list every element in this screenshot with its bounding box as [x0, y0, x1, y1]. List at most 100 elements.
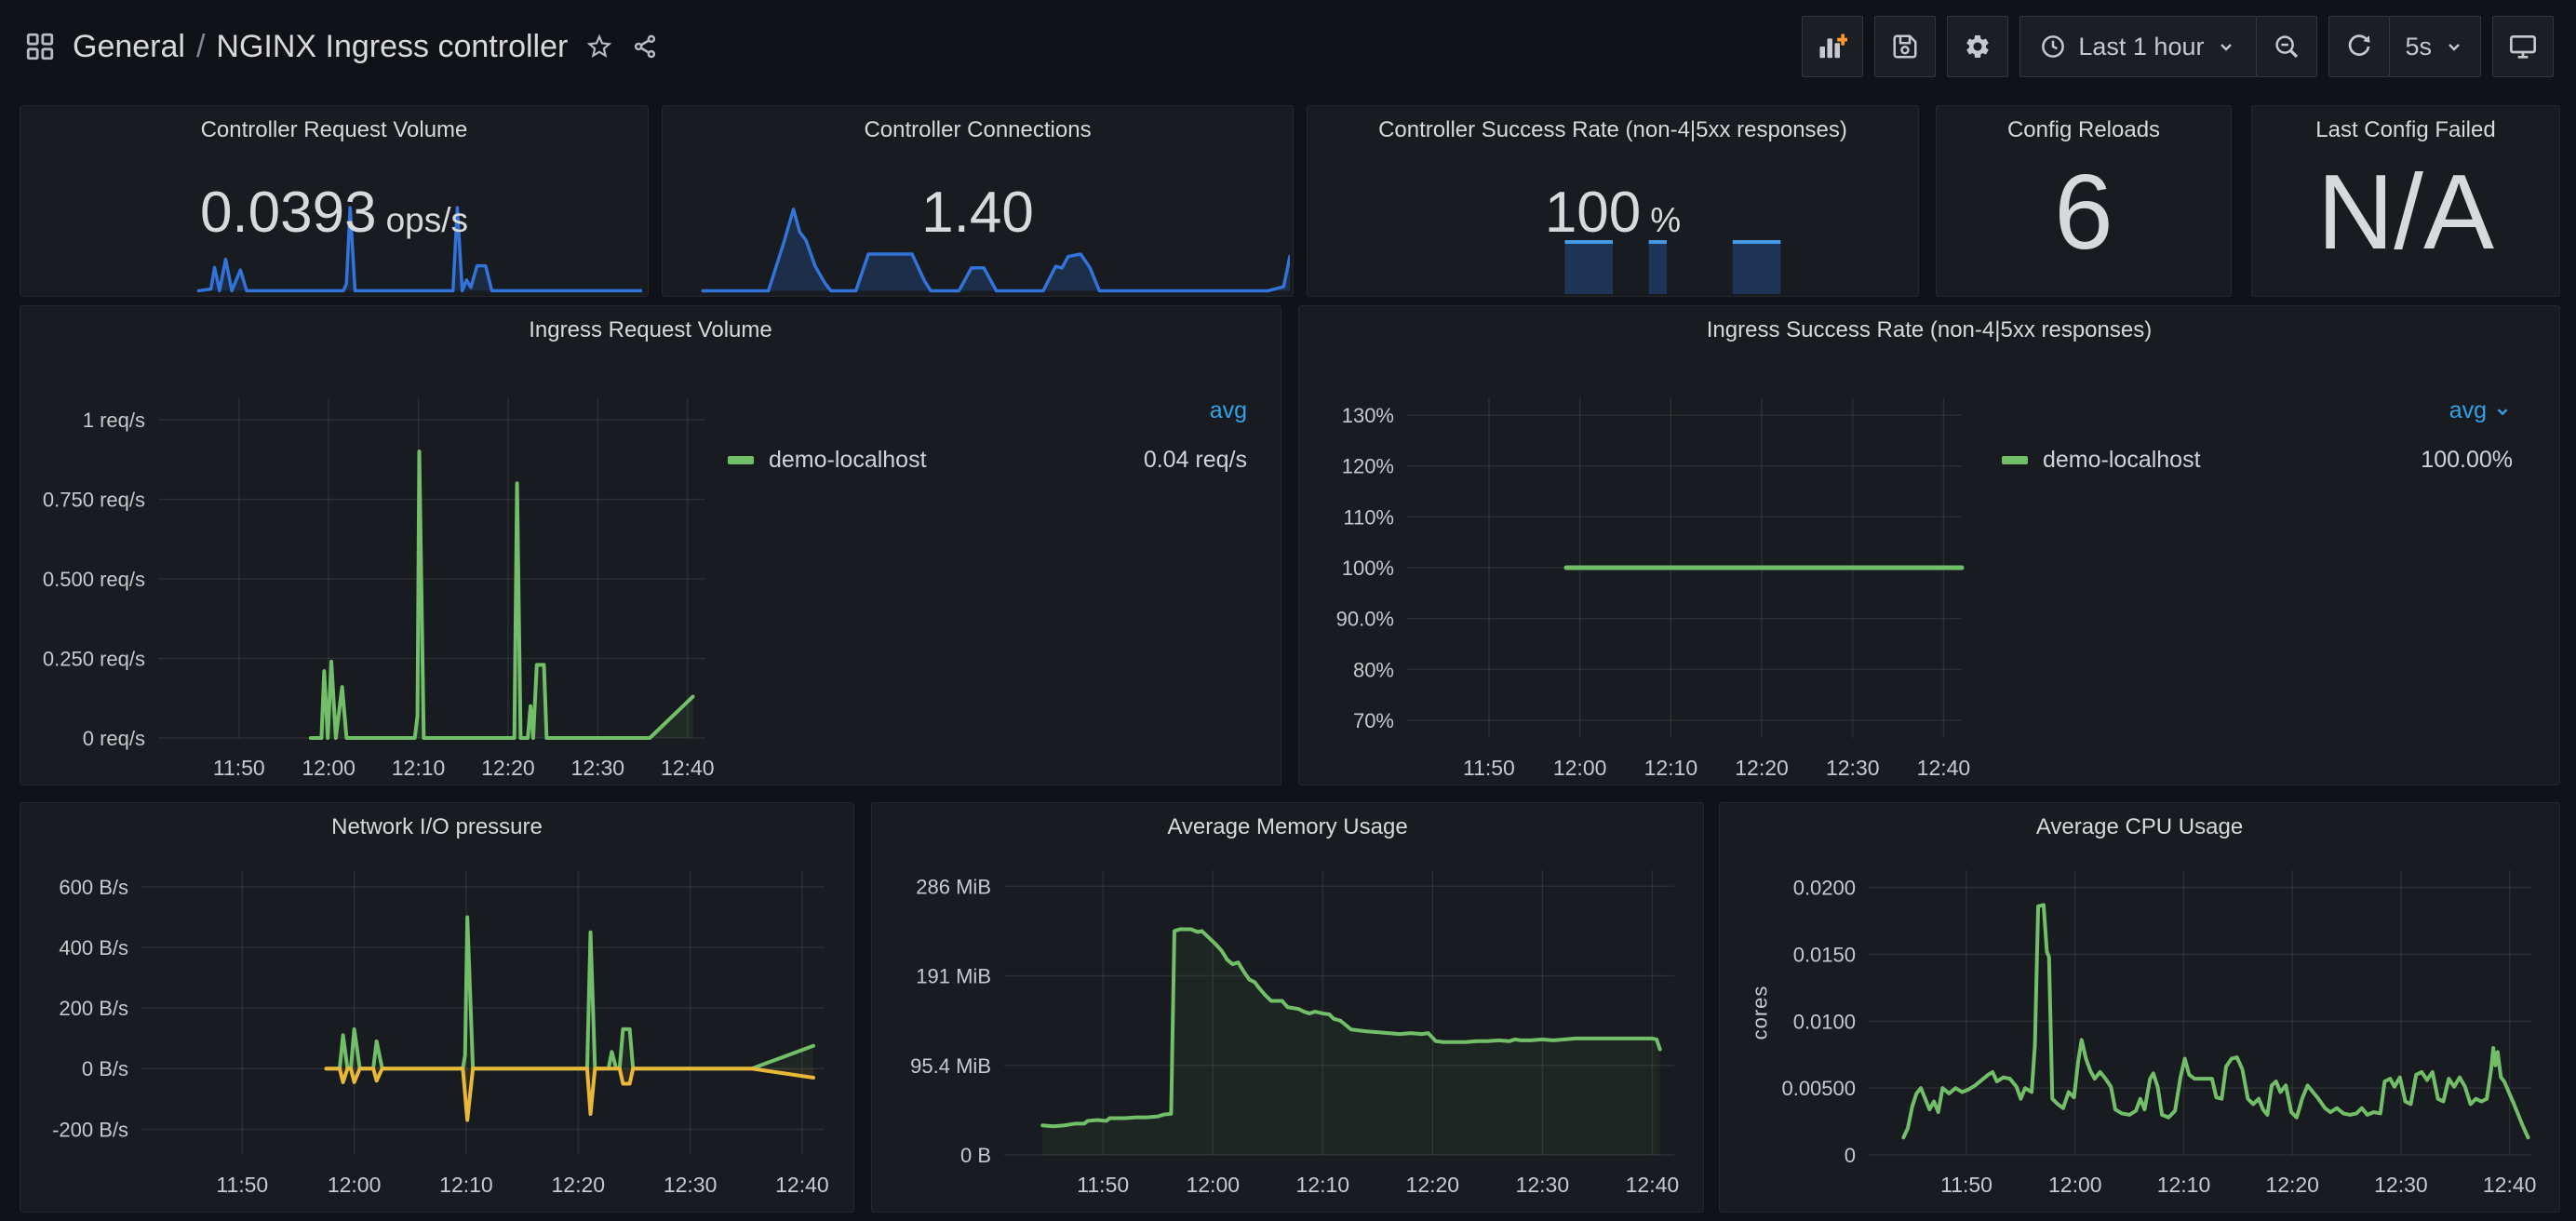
svg-text:12:30: 12:30 [2374, 1173, 2428, 1197]
monitor-icon [2510, 35, 2536, 59]
svg-text:11:50: 11:50 [216, 1173, 268, 1197]
gear-icon [1966, 34, 1990, 58]
ingress-request-volume-chart[interactable]: 1 req/s 0.750 req/s 0.500 req/s 0.250 req/s… [35, 384, 715, 785]
network-io-chart[interactable]: 600 B/s 400 B/s 200 B/s 0 B/s -200 B/s 11:50 1… [32, 859, 839, 1205]
chevron-down-icon [2220, 44, 2233, 51]
svg-text:191 MiB: 191 MiB [916, 965, 991, 988]
svg-text:12:00: 12:00 [1186, 1173, 1240, 1197]
svg-text:0 B: 0 B [960, 1144, 991, 1167]
panel-title[interactable]: Last Config Failed [2315, 117, 2496, 142]
svg-text:11:50: 11:50 [1463, 756, 1515, 780]
svg-text:110%: 110% [1343, 505, 1394, 529]
average-cpu-chart[interactable]: 0.0200 0.0150 0.0100 0.00500 0 11:50 12:00 12:1… [1731, 859, 2546, 1205]
stat-value: 100 % [1544, 180, 1682, 245]
panel-controller-success-rate: Controller Success Rate (non-4|5xx respo… [1307, 105, 1919, 297]
svg-text:12:20: 12:20 [1735, 756, 1789, 780]
svg-text:12:30: 12:30 [1516, 1173, 1570, 1197]
panel-ingress-success-rate: Ingress Success Rate (non-4|5xx response… [1298, 305, 2560, 785]
dashboards-grid-icon[interactable] [24, 31, 56, 62]
svg-text:0: 0 [1845, 1144, 1856, 1167]
svg-text:12:20: 12:20 [481, 756, 535, 780]
dashboard-header: General / NGINX Ingress controller [0, 0, 2576, 93]
series-name[interactable]: demo-localhost [2043, 447, 2201, 473]
panel-network-io-pressure: Network I/O pressure 600 B/s 400 B/s 200 B… [20, 802, 854, 1213]
svg-text:12:10: 12:10 [1644, 756, 1698, 780]
svg-text:12:00: 12:00 [328, 1173, 382, 1197]
svg-text:0.0100: 0.0100 [1793, 1010, 1856, 1033]
page-title[interactable]: NGINX Ingress controller [216, 28, 569, 64]
stat-value: 1.40 [921, 180, 1034, 245]
panel-controller-request-volume: Controller Request Volume 0.0393 ops/s [20, 105, 649, 297]
series-color-swatch [2002, 456, 2028, 464]
panel-title[interactable]: Ingress Success Rate (non-4|5xx response… [1706, 317, 2153, 342]
legend-row: demo-localhost 100.00% [2002, 447, 2513, 474]
cycle-view-mode-button[interactable] [2492, 16, 2554, 77]
svg-text:1 req/s: 1 req/s [83, 409, 145, 432]
panel-title[interactable]: Ingress Request Volume [529, 317, 772, 342]
panel-title[interactable]: Controller Connections [864, 117, 1092, 142]
panel-title[interactable]: Config Reloads [2006, 117, 2161, 142]
stat-value: 0.0393 ops/s [199, 180, 469, 245]
series-name[interactable]: demo-localhost [769, 447, 927, 473]
svg-text:100%: 100% [1342, 557, 1394, 580]
svg-text:12:00: 12:00 [302, 756, 356, 780]
refresh-button[interactable] [2328, 16, 2391, 77]
svg-text:130%: 130% [1342, 404, 1394, 427]
svg-text:0.00500: 0.00500 [1781, 1077, 1856, 1100]
time-picker-group: Last 1 hour [2019, 16, 2318, 77]
svg-text:80%: 80% [1353, 658, 1394, 681]
svg-text:0.750 req/s: 0.750 req/s [43, 488, 145, 511]
zoom-out-button[interactable] [2256, 16, 2318, 77]
dashboard-toolbar: Last 1 hour 5s [1802, 16, 2554, 77]
panel-title[interactable]: Controller Request Volume [200, 117, 468, 142]
time-range-picker[interactable]: Last 1 hour [2019, 16, 2258, 77]
legend-column-avg[interactable]: avg [2002, 397, 2513, 424]
breadcrumb-folder[interactable]: General [73, 28, 185, 64]
stat-value: 6 [2054, 153, 2113, 272]
svg-text:12:10: 12:10 [439, 1173, 493, 1197]
refresh-group: 5s [2328, 16, 2481, 77]
y-axis-label: cores [1748, 985, 1772, 1040]
svg-text:11:50: 11:50 [1077, 1173, 1129, 1197]
refresh-interval-picker[interactable]: 5s [2389, 16, 2481, 77]
panel-title[interactable]: Average Memory Usage [1167, 814, 1408, 839]
legend-column-avg[interactable]: avg [1209, 397, 1247, 423]
panel-title[interactable]: Network I/O pressure [331, 814, 543, 839]
refresh-interval-label: 5s [2405, 32, 2432, 60]
svg-text:0.500 req/s: 0.500 req/s [43, 568, 145, 591]
svg-text:12:20: 12:20 [1406, 1173, 1460, 1197]
average-memory-chart[interactable]: 286 MiB 191 MiB 95.4 MiB 0 B 11:50 12:00 12:10… [883, 859, 1689, 1205]
panel-title[interactable]: Average CPU Usage [2035, 814, 2244, 839]
clock-icon [2042, 35, 2065, 58]
legend-row: demo-localhost 0.04 req/s [728, 447, 1247, 474]
svg-text:200 B/s: 200 B/s [59, 997, 128, 1020]
breadcrumb-separator: / [195, 28, 206, 64]
svg-text:11:50: 11:50 [1940, 1173, 1992, 1197]
panel-title[interactable]: Controller Success Rate (non-4|5xx respo… [1378, 117, 1847, 142]
share-icon[interactable] [631, 33, 659, 60]
time-range-label: Last 1 hour [2078, 32, 2205, 60]
ingress-success-rate-chart[interactable]: 130% 120% 110% 100% 90.0% 80% 70% 11:50 12:00 12:… [1314, 384, 1971, 785]
svg-text:12:10: 12:10 [2157, 1173, 2211, 1197]
chevron-down-icon [2449, 44, 2460, 51]
dashboard-settings-button[interactable] [1947, 16, 2009, 77]
svg-text:12:40: 12:40 [661, 756, 715, 780]
save-dashboard-button[interactable] [1874, 16, 1937, 77]
panel-average-cpu-usage: Average CPU Usage cores 0.0200 0.0150 0.01… [1719, 802, 2560, 1213]
svg-text:12:00: 12:00 [2048, 1173, 2102, 1197]
svg-text:70%: 70% [1353, 709, 1394, 732]
add-panel-button[interactable] [1802, 16, 1864, 77]
series-avg-value: 100.00% [2421, 447, 2513, 473]
svg-text:12:40: 12:40 [2483, 1173, 2537, 1197]
svg-text:12:10: 12:10 [1296, 1173, 1350, 1197]
svg-text:12:40: 12:40 [775, 1173, 829, 1197]
success-rate-bars [1313, 240, 1912, 294]
connections-sparkline [665, 201, 1292, 294]
svg-text:12:30: 12:30 [664, 1173, 718, 1197]
svg-text:400 B/s: 400 B/s [59, 936, 128, 959]
star-icon[interactable] [584, 32, 614, 61]
svg-text:12:40: 12:40 [1626, 1173, 1680, 1197]
chevron-down-icon [2497, 408, 2508, 415]
svg-text:0.0200: 0.0200 [1793, 877, 1856, 900]
refresh-icon [2349, 34, 2370, 56]
